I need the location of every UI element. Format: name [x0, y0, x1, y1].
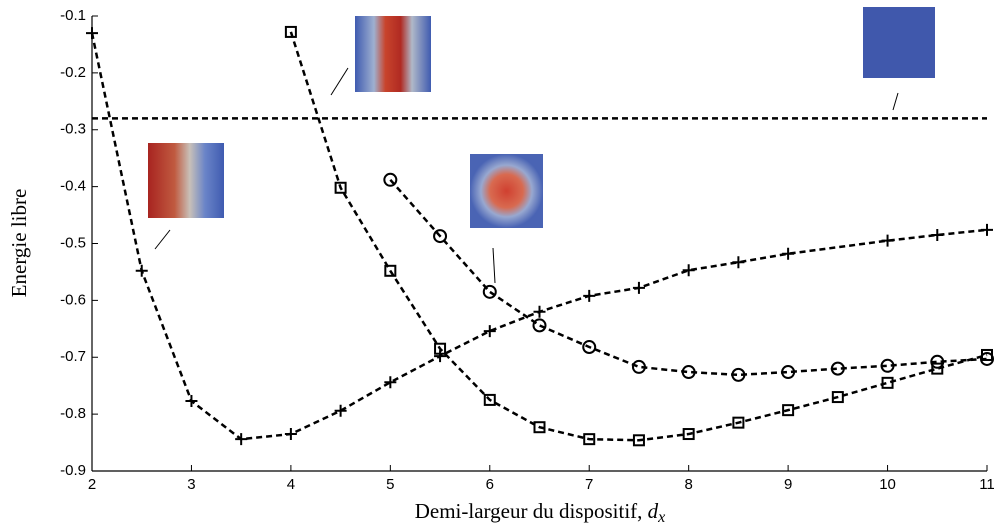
- point: [284, 428, 297, 441]
- series-line: [289, 31, 988, 442]
- point: [334, 181, 347, 194]
- point: [483, 393, 496, 406]
- x-tick-label: 3: [187, 476, 195, 493]
- y-tick-label: -0.9: [60, 462, 86, 479]
- point: [434, 342, 447, 355]
- y-axis-label: Energie libre: [7, 189, 31, 298]
- point: [981, 223, 993, 236]
- point: [235, 433, 248, 446]
- point: [532, 318, 547, 333]
- point: [482, 284, 497, 299]
- point: [732, 256, 745, 269]
- point: [533, 421, 546, 434]
- point: [583, 433, 596, 446]
- point: [782, 247, 795, 260]
- x-tick-label: 2: [88, 476, 96, 493]
- point: [483, 325, 496, 338]
- point: [980, 351, 994, 366]
- point: [732, 416, 745, 429]
- point: [582, 340, 597, 355]
- y-tick-label: -0.3: [60, 121, 86, 138]
- y-tick-label: -0.6: [60, 291, 86, 308]
- point: [383, 172, 398, 187]
- inset-image: [863, 7, 935, 78]
- inset-image: [470, 154, 543, 228]
- x-tick-label: 4: [287, 476, 295, 493]
- point: [781, 365, 796, 380]
- point: [830, 361, 845, 376]
- inset-image: [355, 16, 431, 92]
- point: [284, 25, 297, 38]
- point: [384, 264, 397, 277]
- series-line: [90, 32, 988, 441]
- y-tick-label: -0.7: [60, 348, 86, 365]
- point: [583, 289, 596, 302]
- y-tick-label: -0.4: [60, 178, 86, 195]
- point: [533, 305, 546, 318]
- y-tick-label: -0.2: [60, 64, 86, 81]
- point: [86, 27, 98, 40]
- point: [632, 281, 645, 294]
- point: [632, 434, 645, 447]
- point: [681, 365, 696, 380]
- x-axis-label: Demi-largeur du dispositif, dx: [415, 499, 666, 526]
- inset-image: [148, 143, 224, 218]
- x-axis-label-text: Demi-largeur du dispositif,: [415, 499, 643, 523]
- point: [831, 391, 844, 404]
- x-axis-label-var: d: [648, 499, 659, 523]
- point: [682, 428, 695, 441]
- point: [384, 376, 397, 389]
- x-tick-label: 6: [486, 476, 494, 493]
- x-tick-label: 5: [386, 476, 394, 493]
- point: [931, 228, 944, 241]
- x-tick-label: 10: [879, 476, 896, 493]
- point: [135, 264, 148, 277]
- point: [930, 354, 945, 369]
- point: [682, 264, 695, 277]
- y-tick-label: -0.5: [60, 234, 86, 251]
- x-tick-label: 11: [979, 476, 995, 493]
- point: [881, 234, 894, 247]
- x-tick-label: 9: [784, 476, 792, 493]
- point: [631, 359, 646, 374]
- x-tick-label: 8: [684, 476, 692, 493]
- y-tick-label: -0.8: [60, 405, 86, 422]
- point: [782, 404, 795, 417]
- point: [433, 229, 448, 244]
- x-axis-label-sub: x: [657, 509, 665, 526]
- y-tick-label: -0.1: [60, 7, 86, 24]
- point: [881, 376, 894, 389]
- point: [185, 395, 198, 408]
- x-tick-label: 7: [585, 476, 593, 493]
- point: [931, 362, 944, 375]
- pointer-lines: [154, 67, 899, 284]
- point: [731, 367, 746, 382]
- point: [334, 404, 347, 417]
- point: [880, 358, 895, 373]
- point: [434, 350, 447, 363]
